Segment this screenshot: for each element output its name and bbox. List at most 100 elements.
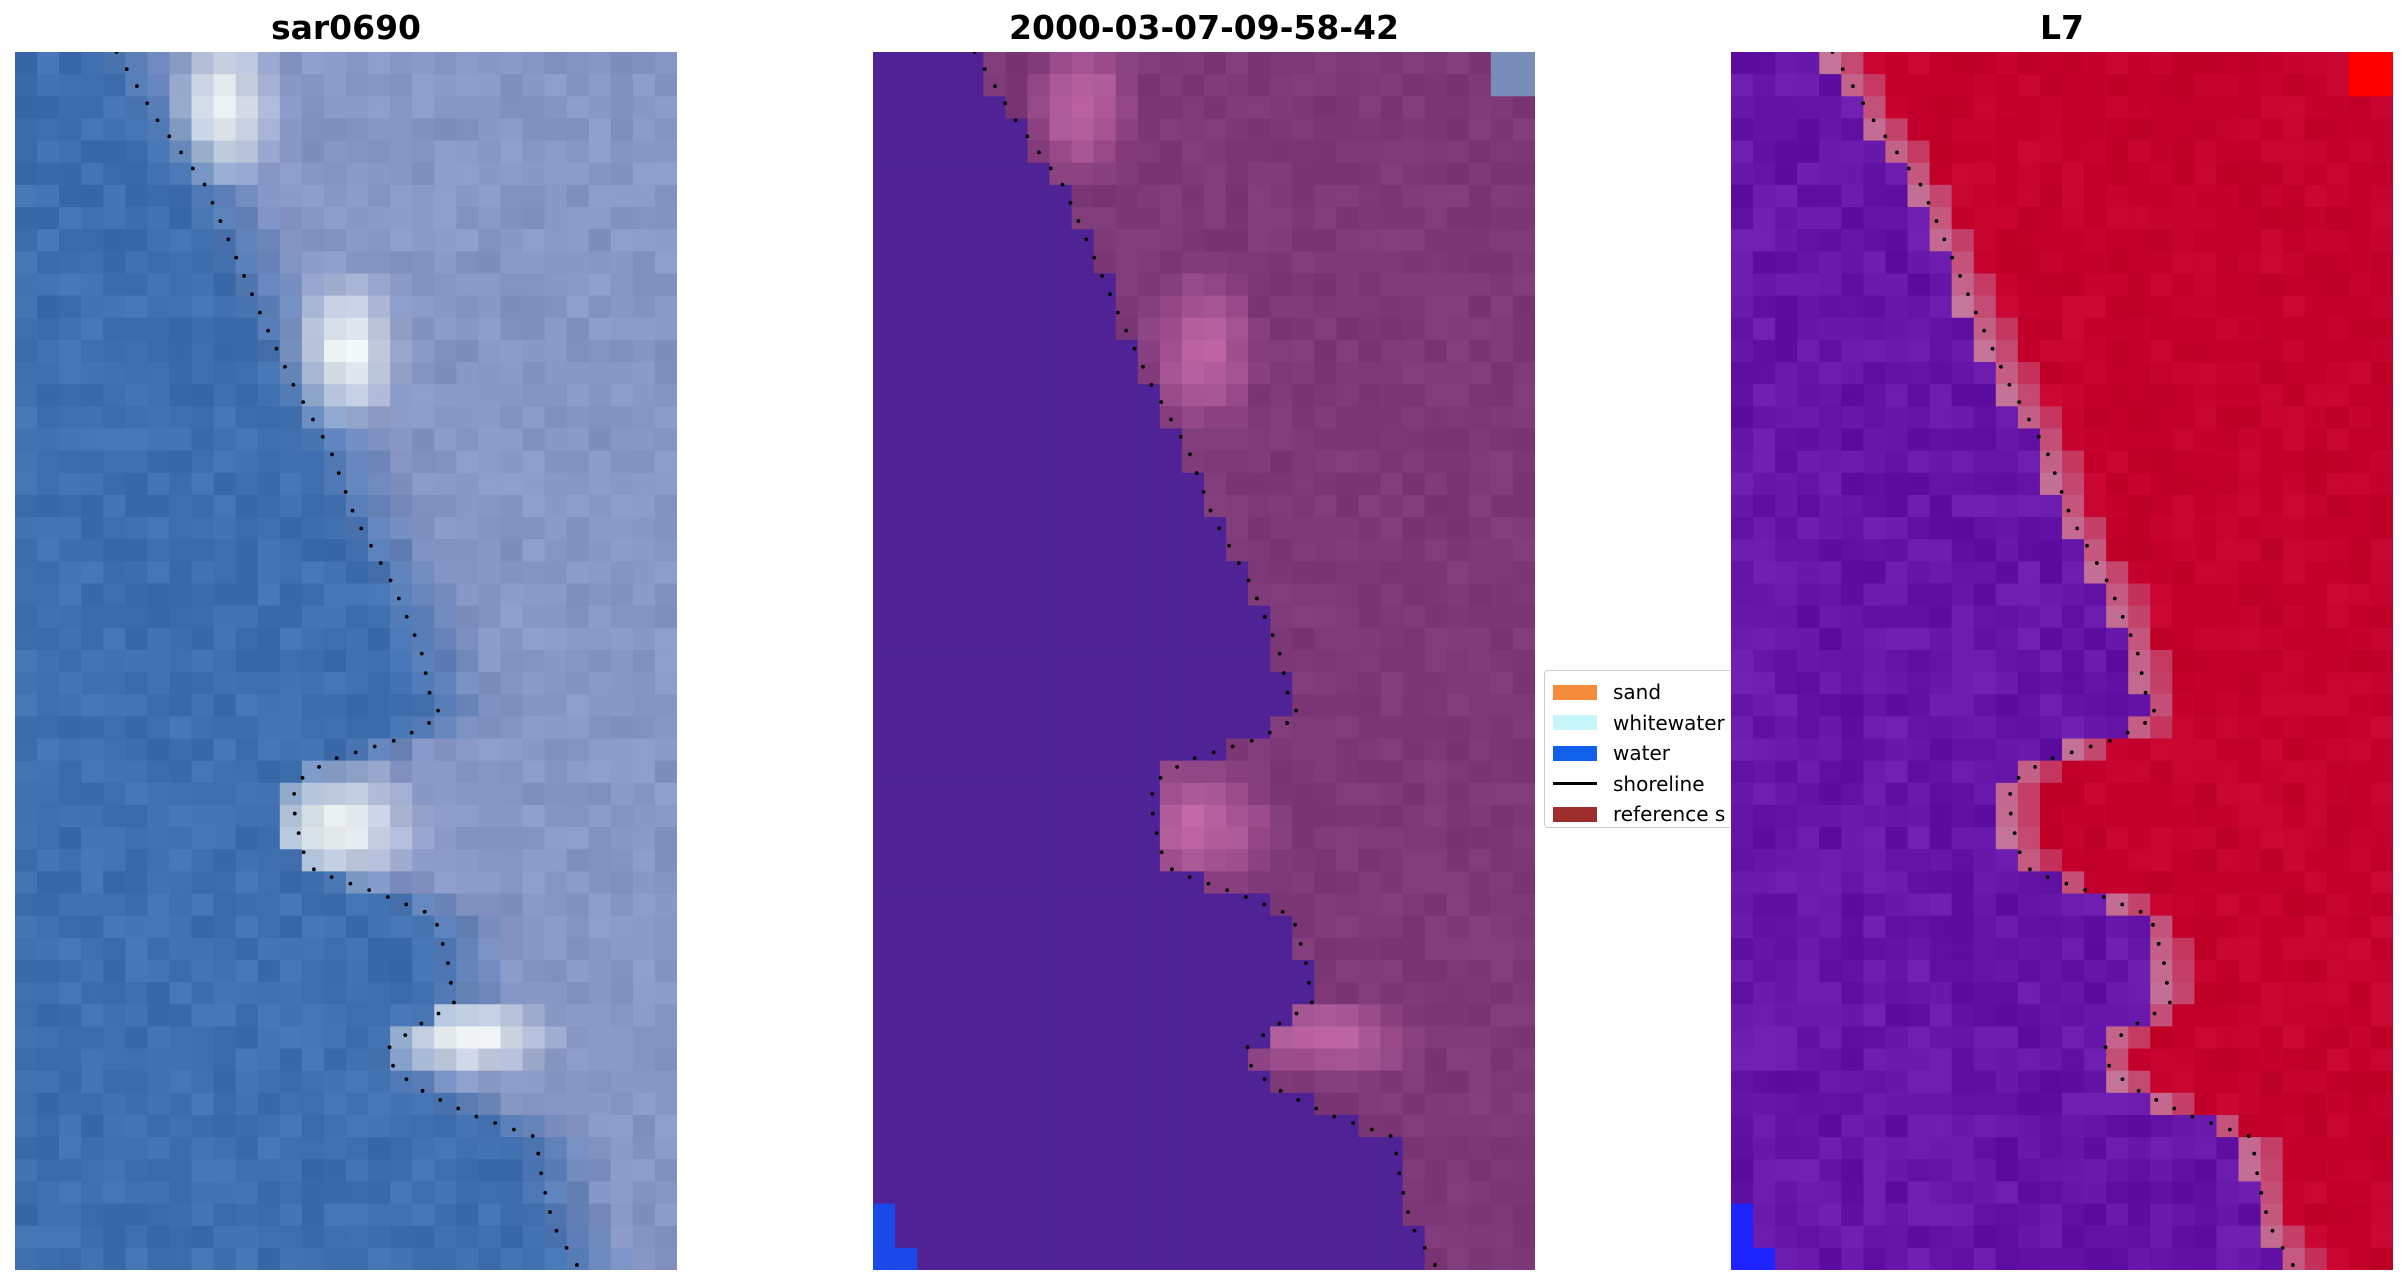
raster-pixel (1929, 760, 1953, 784)
raster-pixel (1446, 118, 1470, 142)
raster-pixel (610, 428, 634, 452)
raster-pixel (1380, 52, 1404, 75)
raster-pixel (2106, 317, 2129, 341)
raster-pixel (1270, 118, 1293, 142)
raster-pixel (895, 251, 918, 275)
raster-pixel (346, 74, 369, 97)
raster-pixel (1137, 760, 1161, 784)
raster-pixel (2128, 1137, 2151, 1160)
raster-pixel (1512, 871, 1535, 895)
raster-pixel (390, 937, 413, 961)
raster-pixel (15, 915, 38, 939)
raster-pixel (478, 96, 502, 120)
raster-pixel (1731, 295, 1754, 319)
raster-pixel (2062, 627, 2085, 651)
raster-pixel (1071, 738, 1095, 762)
raster-pixel (1204, 118, 1227, 142)
raster-pixel (1951, 583, 1975, 607)
raster-pixel (169, 384, 193, 407)
raster-pixel (191, 583, 215, 607)
raster-pixel (588, 406, 612, 430)
raster-pixel (2238, 207, 2262, 230)
raster-pixel (544, 1026, 568, 1050)
raster-pixel (1204, 804, 1227, 828)
raster-pixel (1512, 804, 1535, 828)
raster-pixel (59, 716, 82, 740)
raster-pixel (412, 1181, 435, 1205)
raster-pixel (1797, 1092, 1820, 1116)
raster-pixel (961, 1225, 984, 1249)
raster-pixel (1446, 207, 1470, 230)
raster-pixel (632, 649, 656, 673)
shoreline-dot (1169, 867, 1174, 872)
raster-pixel (1885, 959, 1909, 983)
raster-pixel (1204, 627, 1227, 651)
raster-pixel (1995, 1159, 2019, 1183)
raster-pixel (2084, 295, 2107, 319)
raster-pixel (1929, 229, 1953, 252)
raster-pixel (522, 716, 546, 740)
raster-pixel (1336, 760, 1360, 784)
raster-pixel (2194, 1159, 2218, 1183)
raster-pixel (1951, 1092, 1975, 1116)
raster-pixel (2216, 184, 2240, 208)
raster-pixel (1841, 1026, 1864, 1050)
raster-pixel (1995, 982, 2019, 1005)
raster-pixel (632, 716, 656, 740)
raster-pixel (257, 937, 281, 961)
raster-pixel (632, 229, 656, 252)
raster-pixel (368, 982, 391, 1005)
raster-pixel (2238, 428, 2262, 452)
raster-pixel (1358, 827, 1382, 850)
raster-pixel (2084, 915, 2107, 939)
raster-pixel (1907, 716, 1931, 740)
raster-pixel (1248, 339, 1271, 363)
shoreline-dot (359, 526, 364, 531)
raster-pixel (1951, 871, 1975, 895)
shoreline-dot (436, 708, 440, 713)
raster-pixel (1248, 140, 1271, 164)
raster-pixel (2282, 96, 2306, 120)
raster-pixel (1775, 1004, 1798, 1027)
raster-pixel (1841, 871, 1864, 895)
raster-pixel (1775, 1048, 1798, 1072)
raster-pixel (125, 273, 148, 297)
shoreline-dot (311, 417, 315, 422)
raster-pixel (2304, 871, 2328, 895)
raster-pixel (2282, 1026, 2306, 1050)
raster-pixel (412, 1225, 435, 1249)
raster-pixel (1314, 74, 1337, 97)
raster-pixel (169, 782, 193, 806)
raster-pixel (1336, 118, 1360, 142)
raster-pixel (632, 450, 656, 474)
raster-pixel (1380, 406, 1404, 430)
raster-pixel (81, 1026, 104, 1050)
raster-pixel (1071, 804, 1095, 828)
raster-pixel (1995, 428, 2019, 452)
raster-pixel (1226, 827, 1249, 850)
raster-pixel (2260, 937, 2284, 961)
raster-pixel (1226, 74, 1249, 97)
raster-pixel (1512, 273, 1535, 297)
raster-pixel (1093, 295, 1117, 319)
raster-pixel (1731, 915, 1754, 939)
raster-pixel (1951, 52, 1975, 75)
panel-title-classified: 2000-03-07-09-58-42 (1009, 8, 1399, 47)
raster-pixel (939, 738, 962, 762)
raster-pixel (1181, 1070, 1205, 1094)
raster-pixel (1797, 871, 1820, 895)
raster-pixel (895, 937, 918, 961)
raster-pixel (1270, 849, 1293, 872)
raster-pixel (500, 1114, 524, 1138)
raster-pixel (2260, 251, 2284, 275)
raster-pixel (1468, 74, 1492, 97)
raster-pixel (368, 295, 391, 319)
raster-pixel (103, 339, 126, 363)
raster-pixel (412, 627, 435, 651)
raster-pixel (2260, 118, 2284, 142)
raster-pixel (1490, 52, 1514, 75)
raster-pixel (917, 273, 940, 297)
raster-pixel (1292, 384, 1315, 407)
raster-pixel (1929, 384, 1953, 407)
raster-pixel (2062, 384, 2085, 407)
